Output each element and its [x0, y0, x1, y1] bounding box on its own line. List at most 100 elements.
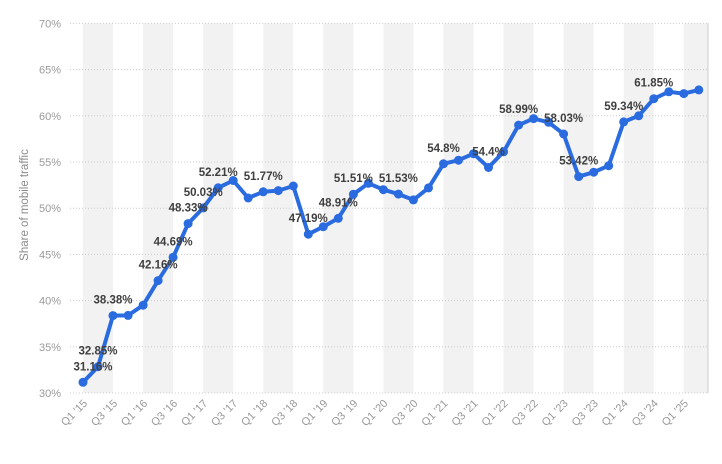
data-point[interactable]: [454, 155, 463, 165]
y-tick-label: 40%: [39, 296, 61, 308]
plot-band: [263, 23, 294, 394]
x-tick-label: Q3 '20: [389, 398, 420, 429]
data-point[interactable]: [589, 167, 599, 177]
data-point[interactable]: [544, 117, 554, 127]
data-point-label: 38.38%: [93, 295, 132, 307]
x-tick-label: Q1 '20: [359, 398, 390, 429]
data-point[interactable]: [499, 147, 509, 157]
x-tick-label: Q1 '25: [660, 398, 691, 429]
data-point-label: 54.4%: [472, 147, 505, 159]
x-tick-label: Q3 '19: [329, 398, 360, 429]
gridlines: [70, 22, 708, 394]
data-point[interactable]: [679, 89, 689, 99]
data-point[interactable]: [649, 94, 659, 104]
x-tick-label: Q1 '15: [59, 398, 90, 429]
data-point-label: 51.77%: [244, 171, 283, 183]
data-point-label: 58.99%: [499, 104, 538, 116]
data-point[interactable]: [258, 187, 268, 197]
data-point[interactable]: [198, 203, 208, 213]
data-point[interactable]: [78, 377, 88, 387]
data-point[interactable]: [469, 149, 478, 159]
data-point[interactable]: [634, 111, 644, 121]
x-tick-label: Q1 '17: [179, 398, 210, 429]
data-point[interactable]: [168, 252, 178, 262]
x-tick-label: Q3 '17: [209, 398, 240, 429]
x-tick-label: Q3 '22: [510, 398, 541, 429]
data-point[interactable]: [288, 181, 298, 191]
y-tick-label: 55%: [39, 157, 61, 169]
data-point[interactable]: [228, 176, 238, 185]
x-tick-label: Q1 '23: [540, 398, 571, 429]
data-point-label: 44.69%: [154, 236, 193, 248]
data-point[interactable]: [393, 189, 403, 199]
data-point[interactable]: [363, 178, 373, 188]
data-point[interactable]: [574, 172, 584, 182]
point-markers: [78, 85, 704, 387]
data-point-label: 50.03%: [184, 187, 223, 199]
x-tick-label: Q1 '19: [299, 398, 330, 429]
y-tick-label: 30%: [39, 388, 61, 400]
x-tick-label: Q1 '18: [239, 398, 270, 429]
data-point[interactable]: [514, 120, 524, 130]
data-point-label: 47.19%: [289, 213, 328, 225]
y-tick-label: 70%: [39, 18, 61, 30]
data-point[interactable]: [604, 161, 614, 171]
data-point-label: 48.91%: [319, 197, 358, 209]
data-point[interactable]: [559, 129, 569, 139]
data-point[interactable]: [153, 276, 163, 286]
y-axis: 30% 35% 40% 45% 50% 55% 60% 65% 70%: [39, 18, 61, 400]
data-point[interactable]: [138, 300, 148, 310]
data-point[interactable]: [318, 222, 328, 232]
data-point-label: 58.03%: [544, 113, 583, 125]
data-point[interactable]: [273, 186, 283, 196]
x-tick-label: Q3 '16: [149, 398, 180, 429]
plot-band: [683, 23, 708, 394]
data-point[interactable]: [303, 229, 313, 239]
data-point-label: 53.42%: [559, 156, 598, 168]
data-point-label: 51.53%: [379, 173, 418, 185]
data-point[interactable]: [664, 87, 674, 97]
data-point-label: 32.85%: [78, 346, 117, 358]
data-point[interactable]: [378, 185, 388, 195]
data-point[interactable]: [348, 189, 358, 199]
data-point[interactable]: [424, 183, 433, 193]
data-point[interactable]: [213, 183, 223, 193]
data-labels: 31.16% 32.85% 38.38% 42.16% 44.69% 48.33% 50.0…: [73, 78, 673, 374]
x-tick-label: Q3 '24: [630, 398, 661, 429]
x-tick-label: Q3 '15: [89, 398, 120, 429]
data-point-label: 48.33%: [169, 203, 208, 215]
x-tick-label: Q3 '21: [449, 398, 480, 429]
data-point[interactable]: [694, 85, 704, 95]
x-tick-label: Q1 '24: [600, 398, 631, 429]
x-tick-label: Q1 '21: [419, 398, 450, 429]
data-point[interactable]: [108, 311, 118, 321]
y-axis-title: Share of mobile traffic: [19, 149, 31, 261]
data-point-label: 61.85%: [634, 78, 673, 90]
data-point[interactable]: [408, 195, 418, 205]
data-point[interactable]: [439, 159, 448, 169]
data-point[interactable]: [183, 219, 193, 229]
x-tick-label: Q1 '22: [480, 398, 511, 429]
x-tick-label: Q3 '23: [570, 398, 601, 429]
x-tick-label: Q3 '18: [269, 398, 300, 429]
data-point[interactable]: [93, 362, 103, 372]
data-point[interactable]: [529, 114, 539, 124]
data-point-label: 59.34%: [604, 101, 643, 113]
data-point-label: 54.8%: [427, 143, 460, 155]
y-tick-label: 35%: [39, 342, 61, 354]
data-point-label: 51.51%: [334, 173, 373, 185]
data-point[interactable]: [333, 213, 343, 223]
data-point[interactable]: [243, 193, 253, 203]
y-tick-label: 45%: [39, 249, 61, 261]
data-point[interactable]: [619, 117, 629, 127]
y-tick-label: 65%: [39, 65, 61, 77]
data-point[interactable]: [484, 163, 493, 172]
y-tick-label: 50%: [39, 203, 61, 215]
data-point[interactable]: [123, 310, 133, 320]
data-point-label: 31.16%: [73, 361, 112, 373]
y-tick-label: 60%: [39, 111, 61, 123]
data-point-label: 52.21%: [199, 167, 238, 179]
